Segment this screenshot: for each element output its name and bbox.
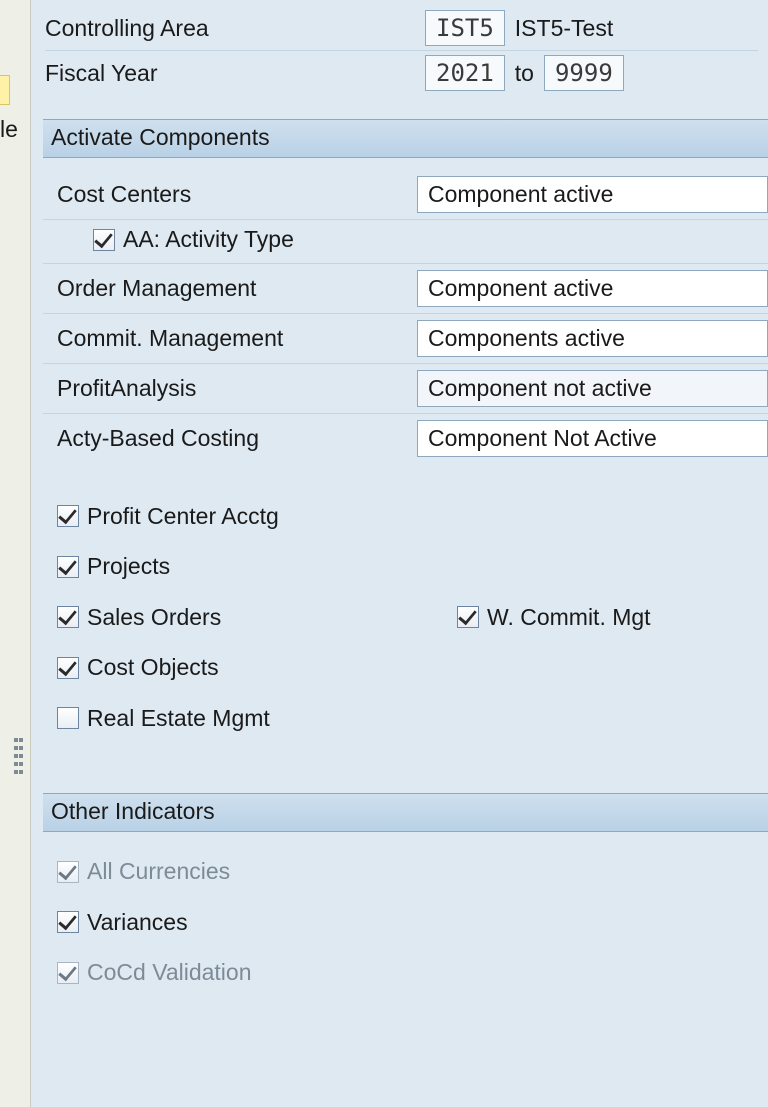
commit-mgmt-row: Commit. Management Components active: [43, 314, 768, 364]
profit-analysis-label: ProfitAnalysis: [57, 375, 417, 402]
checkbox-icon: [93, 229, 115, 251]
w-commit-mgt-checkbox[interactable]: W. Commit. Mgt: [457, 604, 651, 631]
profit-analysis-row: ProfitAnalysis Component not active: [43, 364, 768, 414]
variances-label: Variances: [87, 909, 188, 936]
checkbox-icon: [57, 556, 79, 578]
cost-objects-label: Cost Objects: [87, 654, 219, 681]
projects-label: Projects: [87, 553, 170, 580]
cost-objects-checkbox[interactable]: Cost Objects: [57, 654, 219, 681]
splitter-grip-icon[interactable]: [14, 738, 24, 774]
checkbox-icon: [57, 606, 79, 628]
selection-fragment: [0, 75, 10, 105]
aa-activity-row: AA: Activity Type: [43, 220, 768, 264]
cost-centers-dropdown[interactable]: Component active: [417, 176, 768, 213]
checkbox-icon: [57, 861, 79, 883]
profit-analysis-dropdown[interactable]: Component not active: [417, 370, 768, 407]
controlling-area-code-field[interactable]: IST5: [425, 10, 505, 46]
aa-activity-checkbox[interactable]: AA: Activity Type: [93, 226, 294, 253]
acty-based-costing-row: Acty-Based Costing Component Not Active: [43, 414, 768, 463]
cocd-validation-checkbox: CoCd Validation: [57, 959, 252, 986]
activate-checkbox-list: Profit Center Acctg Projects: [43, 463, 768, 746]
checkbox-icon: [57, 962, 79, 984]
cocd-validation-label: CoCd Validation: [87, 959, 252, 986]
profit-center-acctg-label: Profit Center Acctg: [87, 503, 279, 530]
left-gutter: le: [0, 0, 31, 1107]
other-checkbox-list: All Currencies Variances: [43, 844, 768, 1000]
commit-mgmt-label: Commit. Management: [57, 325, 417, 352]
profit-center-acctg-checkbox[interactable]: Profit Center Acctg: [57, 503, 279, 530]
checkbox-icon: [57, 505, 79, 527]
checkbox-icon: [57, 657, 79, 679]
fiscal-year-label: Fiscal Year: [45, 60, 425, 87]
fiscal-year-from-field[interactable]: 2021: [425, 55, 505, 91]
other-indicators-group: Other Indicators All Currencies: [43, 793, 768, 1024]
fiscal-year-to-label: to: [515, 60, 534, 87]
app-root: le Controlling Area IST5 IST5-Test Fisca…: [0, 0, 768, 1107]
order-mgmt-row: Order Management Component active: [43, 264, 768, 314]
cost-centers-row: Cost Centers Component active: [43, 170, 768, 220]
sales-orders-checkbox[interactable]: Sales Orders: [57, 604, 221, 631]
w-commit-mgt-label: W. Commit. Mgt: [487, 604, 651, 631]
real-estate-mgmt-label: Real Estate Mgmt: [87, 705, 270, 732]
checkbox-icon: [457, 606, 479, 628]
checkbox-icon: [57, 911, 79, 933]
controlling-area-name: IST5-Test: [515, 15, 613, 42]
aa-activity-label: AA: Activity Type: [123, 226, 294, 253]
all-currencies-checkbox: All Currencies: [57, 858, 230, 885]
activate-components-title: Activate Components: [43, 120, 768, 158]
projects-checkbox[interactable]: Projects: [57, 553, 170, 580]
acty-based-costing-dropdown[interactable]: Component Not Active: [417, 420, 768, 457]
fiscal-year-to-field[interactable]: 9999: [544, 55, 624, 91]
checkbox-icon: [57, 707, 79, 729]
real-estate-mgmt-checkbox[interactable]: Real Estate Mgmt: [57, 705, 270, 732]
main-panel: Controlling Area IST5 IST5-Test Fiscal Y…: [31, 0, 768, 1107]
variances-checkbox[interactable]: Variances: [57, 909, 188, 936]
commit-mgmt-dropdown[interactable]: Components active: [417, 320, 768, 357]
controlling-area-row: Controlling Area IST5 IST5-Test: [31, 6, 768, 50]
sales-orders-label: Sales Orders: [87, 604, 221, 631]
cropped-text-fragment: le: [0, 118, 18, 141]
activate-components-group: Activate Components Cost Centers Compone…: [43, 119, 768, 769]
other-indicators-title: Other Indicators: [43, 794, 768, 832]
cost-centers-label: Cost Centers: [57, 181, 417, 208]
acty-based-costing-label: Acty-Based Costing: [57, 425, 417, 452]
order-mgmt-dropdown[interactable]: Component active: [417, 270, 768, 307]
all-currencies-label: All Currencies: [87, 858, 230, 885]
controlling-area-label: Controlling Area: [45, 15, 425, 42]
order-mgmt-label: Order Management: [57, 275, 417, 302]
fiscal-year-row: Fiscal Year 2021 to 9999: [31, 51, 768, 95]
